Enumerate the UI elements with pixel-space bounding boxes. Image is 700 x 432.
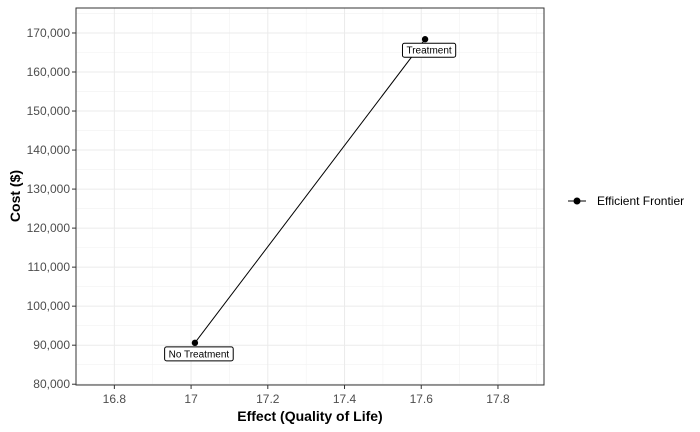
x-axis-ticks: 16.8 17 17.2 17.4 17.6 17.8 [103, 385, 510, 406]
point-label-box [401, 42, 457, 58]
data-point [191, 339, 199, 347]
point-labels: No Treatment Treatment [164, 42, 457, 362]
y-tick-label: 160,000 [27, 65, 71, 79]
y-tick-label: 90,000 [33, 338, 70, 352]
grid-lines [76, 8, 544, 385]
frontier-line [194, 38, 426, 344]
y-axis-ticks: 80,000 90,000 100,000 110,000 120,000 130,000… [27, 26, 76, 391]
y-axis-title: Cost ($) [7, 170, 23, 222]
legend: Efficient Frontier [568, 194, 684, 208]
y-tick-label: 170,000 [27, 26, 71, 40]
x-tick-label: 17.2 [256, 392, 280, 406]
plot-panel-border [75, 7, 545, 386]
y-tick-label: 120,000 [27, 221, 71, 235]
point-label: Treatment [401, 42, 457, 58]
data-point [421, 36, 429, 43]
x-tick-label: 17.6 [410, 392, 434, 406]
legend-label: Efficient Frontier [597, 194, 684, 208]
y-tick-label: 150,000 [27, 104, 71, 118]
x-axis-title: Effect (Quality of Life) [237, 408, 382, 424]
x-tick-label: 17.4 [333, 392, 357, 406]
y-tick-label: 100,000 [27, 299, 71, 313]
x-tick-label: 16.8 [103, 392, 127, 406]
point-label-box [164, 346, 234, 362]
y-tick-label: 80,000 [33, 377, 70, 391]
y-tick-label: 130,000 [27, 182, 71, 196]
y-tick-label: 110,000 [28, 260, 71, 274]
series-layer [191, 36, 429, 347]
x-tick-label: 17 [184, 392, 198, 406]
point-label-text: Treatment [406, 46, 451, 57]
point-label: No Treatment [164, 346, 234, 362]
legend-key-point [573, 197, 581, 205]
y-tick-label: 140,000 [27, 143, 71, 157]
x-tick-label: 17.8 [486, 392, 510, 406]
point-label-text: No Treatment [169, 349, 230, 360]
